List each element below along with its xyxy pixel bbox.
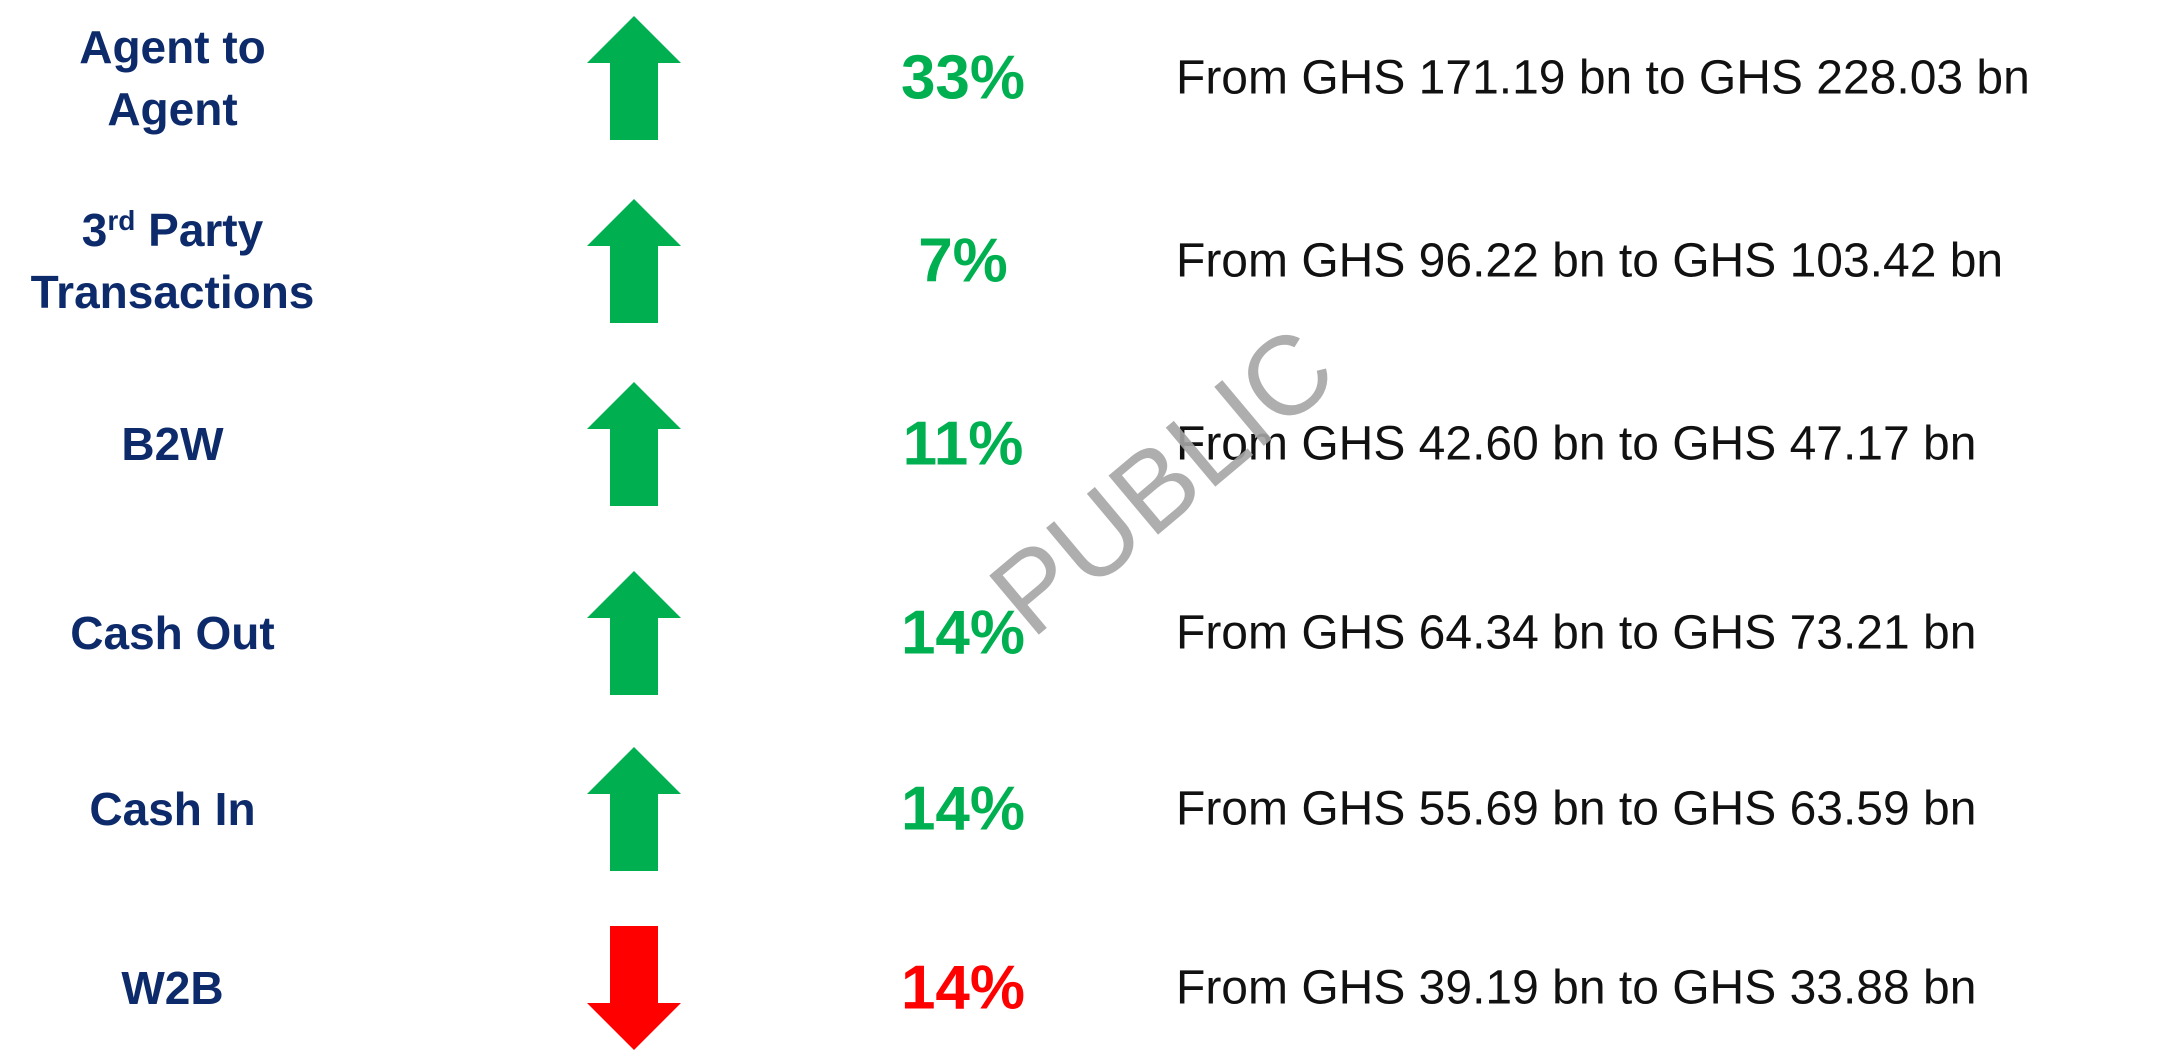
label-line: Transactions bbox=[0, 261, 345, 323]
change-detail: From GHS 96.22 bn to GHS 103.42 bn bbox=[1176, 234, 2004, 288]
label-line: Cash In bbox=[0, 778, 345, 840]
trend-arrow bbox=[587, 926, 681, 1050]
label-text: W2B bbox=[121, 962, 224, 1014]
change-percent: 11% bbox=[902, 409, 1024, 479]
label-text: Cash In bbox=[89, 783, 256, 835]
trend-arrow bbox=[587, 382, 681, 506]
trend-arrow bbox=[587, 199, 681, 323]
metric-label: W2B bbox=[0, 957, 345, 1019]
trend-arrow bbox=[587, 571, 681, 695]
arrow-shape bbox=[587, 199, 681, 323]
metric-label: 3rd Party Transactions bbox=[0, 199, 345, 323]
metric-label: Cash Out bbox=[0, 602, 345, 664]
label-line: W2B bbox=[0, 957, 345, 1019]
arrow-shape bbox=[587, 926, 681, 1050]
label-line: B2W bbox=[0, 413, 345, 475]
change-detail: From GHS 171.19 bn to GHS 228.03 bn bbox=[1176, 51, 2030, 105]
metric-label: B2W bbox=[0, 413, 345, 475]
label-line: Agent to bbox=[0, 16, 345, 78]
arrow-shape bbox=[587, 382, 681, 506]
label-text: Agent to bbox=[79, 21, 266, 73]
change-detail: From GHS 42.60 bn to GHS 47.17 bn bbox=[1176, 417, 1977, 471]
trend-arrow bbox=[587, 16, 681, 140]
label-text: Agent bbox=[107, 83, 238, 135]
change-percent: 14% bbox=[900, 953, 1026, 1023]
label-line: 3rd Party bbox=[0, 199, 345, 261]
label-text: B2W bbox=[121, 418, 224, 470]
label-line: Cash Out bbox=[0, 602, 345, 664]
label-line: Agent bbox=[0, 78, 345, 140]
arrow-shape bbox=[587, 571, 681, 695]
change-percent: 14% bbox=[900, 598, 1026, 668]
label-superscript: rd bbox=[107, 205, 136, 236]
arrow-shape bbox=[587, 747, 681, 871]
arrow-shape bbox=[587, 16, 681, 140]
change-detail: From GHS 64.34 bn to GHS 73.21 bn bbox=[1176, 606, 1977, 660]
label-text: Cash Out bbox=[70, 607, 275, 659]
change-detail: From GHS 39.19 bn to GHS 33.88 bn bbox=[1176, 961, 1977, 1015]
change-percent: 14% bbox=[900, 774, 1026, 844]
label-text: Transactions bbox=[30, 266, 315, 318]
label-text: Party bbox=[135, 204, 264, 256]
metric-label: Cash In bbox=[0, 778, 345, 840]
label-text: 3 bbox=[81, 204, 108, 256]
change-percent: 7% bbox=[918, 226, 1008, 296]
change-detail: From GHS 55.69 bn to GHS 63.59 bn bbox=[1176, 782, 1977, 836]
change-percent: 33% bbox=[900, 43, 1026, 113]
trend-arrow bbox=[587, 747, 681, 871]
metric-label: Agent to Agent bbox=[0, 16, 345, 140]
